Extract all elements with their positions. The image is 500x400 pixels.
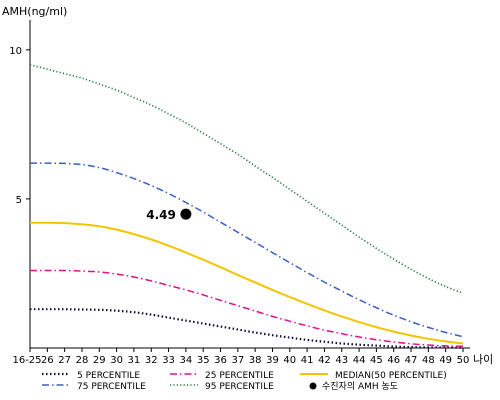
series-line-0: [30, 308, 464, 349]
x-tick-label: 43: [335, 355, 348, 366]
x-tick-label: 16-25: [12, 355, 41, 366]
x-tick-label: 36: [214, 355, 227, 366]
y-tick-label: 5: [16, 195, 22, 206]
x-tick-label: 42: [318, 355, 331, 366]
legend-label-1: 25 PERCENTILE: [205, 371, 274, 381]
series-line-4: [29, 63, 464, 294]
y-axis-title: AMH(ng/ml): [2, 5, 67, 18]
legend-label-4: 95 PERCENTILE: [205, 382, 274, 392]
x-tick-label: 31: [128, 355, 141, 366]
x-tick-label: 47: [405, 355, 418, 366]
x-axis-title: 나이: [473, 353, 493, 366]
series-line-3: [30, 162, 464, 338]
x-tick-label: 44: [353, 355, 366, 366]
x-tick-label: 32: [145, 355, 158, 366]
x-tick-label: 29: [93, 355, 106, 366]
axes: AMH(ng/ml) 나이: [2, 5, 493, 366]
legend-point-marker: [309, 382, 317, 390]
series-line-1: [29, 269, 464, 347]
x-tick-label: 46: [387, 355, 400, 366]
legend-point-label: 수진자의 AMH 농도: [322, 381, 398, 392]
patient-amh-value-label: 4.49: [146, 208, 176, 222]
x-tick-label: 41: [301, 355, 314, 366]
x-tick-label: 26: [41, 355, 54, 366]
patient-point: 4.49: [146, 208, 192, 222]
x-tick-label: 37: [231, 355, 244, 366]
x-tick-label: 35: [197, 355, 210, 366]
legend-label-2: MEDIAN(50 PERCENTILE): [335, 371, 447, 381]
x-tick-label: 30: [110, 355, 123, 366]
patient-amh-point: [180, 208, 192, 220]
x-tick-label: 48: [422, 355, 435, 366]
x-tick-label: 49: [439, 355, 452, 366]
legend-label-0: 5 PERCENTILE: [77, 371, 140, 381]
y-ticks: 5 10: [9, 46, 30, 206]
x-tick-label: 27: [58, 355, 71, 366]
y-tick-label: 10: [9, 46, 22, 57]
legend-label-3: 75 PERCENTILE: [77, 382, 146, 392]
x-tick-label: 28: [76, 355, 89, 366]
x-tick-label: 40: [283, 355, 296, 366]
series-line-2: [29, 221, 464, 345]
series-lines: [29, 63, 464, 349]
x-ticks: 16-25 26 27 28 29 30 31 32 33 34 35 36 37 38 39 40 41 42 4…: [12, 348, 469, 366]
x-tick-label: 45: [370, 355, 383, 366]
legend: 5 PERCENTILE 25 PERCENTILE MEDIAN(50 PERCE…: [42, 371, 447, 392]
x-tick-label: 33: [162, 355, 175, 366]
x-tick-label: 50: [457, 355, 470, 366]
x-tick-label: 39: [266, 355, 279, 366]
x-tick-label: 34: [180, 355, 193, 366]
x-tick-label: 38: [249, 355, 262, 366]
